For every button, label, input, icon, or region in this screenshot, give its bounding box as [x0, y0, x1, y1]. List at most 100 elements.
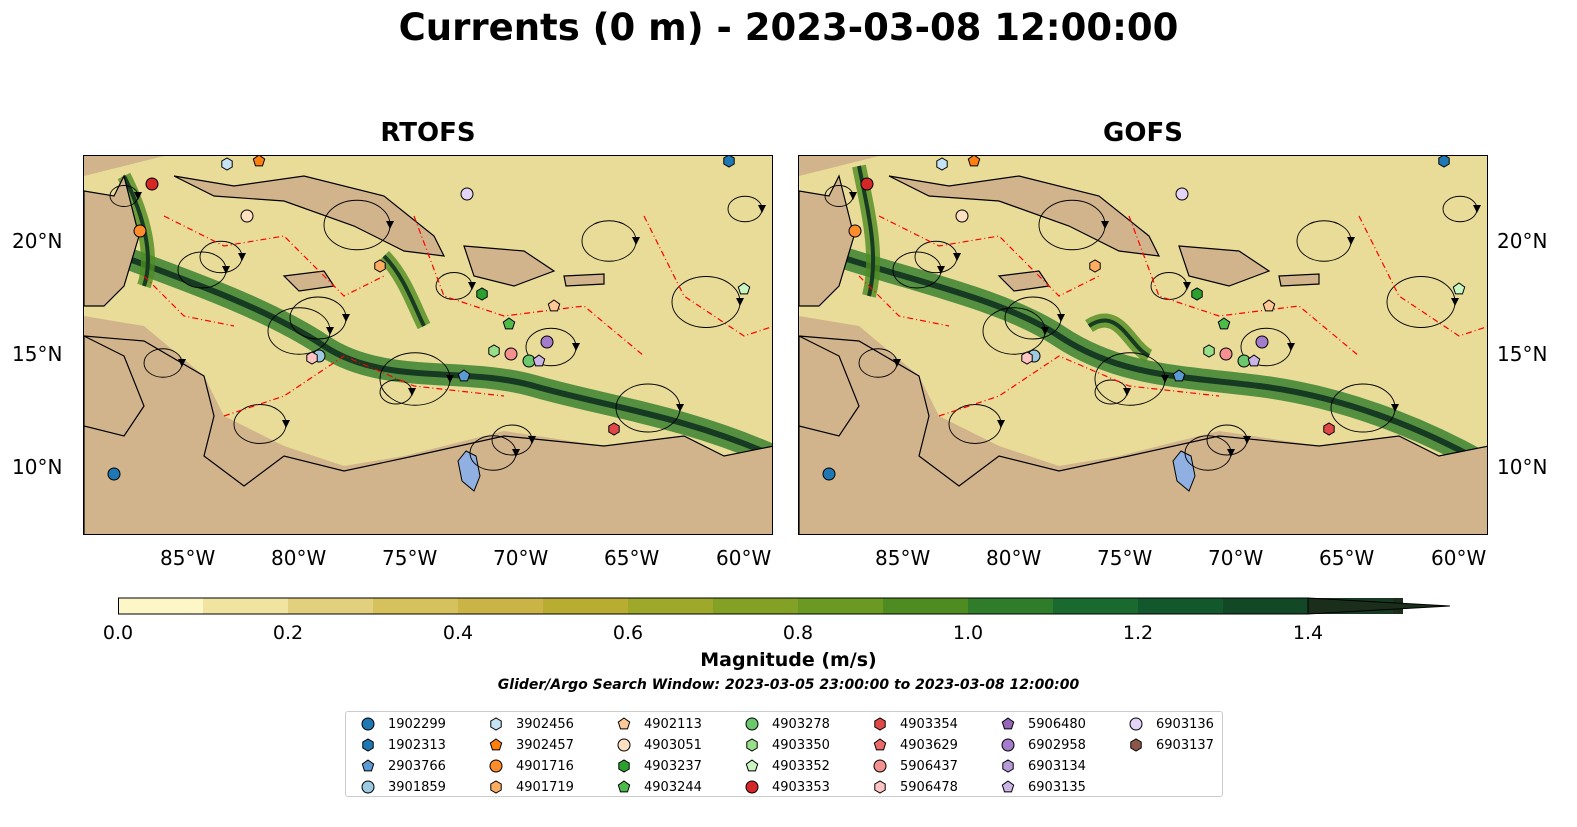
flow-arrow — [997, 420, 1005, 428]
lon-tick-label: 75°W — [382, 546, 438, 570]
float-legend: 1902299 1902313 2903766 3901859 3902456 39024… — [345, 711, 1223, 797]
cuba-land — [173, 175, 446, 257]
float-marker-4901716 — [848, 224, 862, 238]
flow-arrow — [953, 253, 961, 261]
legend-label: 4903629 — [900, 737, 958, 753]
colorbar-segment — [203, 598, 289, 614]
legend-entry: 2903766 — [360, 757, 446, 775]
float-marker-6903136 — [1175, 187, 1189, 201]
legend-marker-circle — [1001, 738, 1015, 752]
legend-entry: 4903352 — [744, 757, 830, 775]
flow-arrow — [758, 205, 766, 213]
legend-marker-pentagon — [489, 738, 503, 751]
flow-arrow — [1287, 343, 1295, 351]
float-marker-6903135 — [1247, 354, 1261, 367]
flow-arrow — [446, 375, 454, 383]
legend-label: 4903237 — [644, 758, 702, 774]
lat-tick-label-right: 10°N — [1497, 455, 1548, 479]
legend-marker-pentagon — [1001, 780, 1015, 793]
flow-arrow — [1101, 221, 1109, 229]
lat-tick-label-right: 20°N — [1497, 229, 1548, 253]
hispaniola-land — [463, 245, 556, 287]
flow-arrow — [528, 436, 536, 444]
float-marker-3902456 — [936, 157, 948, 171]
flow-arrow — [1473, 205, 1481, 213]
legend-label: 4903352 — [772, 758, 830, 774]
lat-tick-label-left: 10°N — [12, 455, 63, 479]
flow-arrow — [468, 282, 476, 290]
colorbar-segment — [713, 598, 799, 614]
float-marker-3902457 — [252, 156, 266, 167]
flow-arrow — [1183, 282, 1191, 290]
search-window-text: Glider/Argo Search Window: 2023-03-05 23… — [497, 677, 1080, 693]
float-marker-4901719 — [374, 259, 386, 273]
lon-tick-label: 80°W — [986, 546, 1042, 570]
legend-marker-hexagon — [1002, 759, 1014, 773]
eez-boundary — [1358, 215, 1487, 337]
flow-arrow — [572, 343, 580, 351]
legend-label: 5906478 — [900, 779, 958, 795]
legend-entry: 4903350 — [744, 736, 830, 754]
central-america-land — [84, 335, 145, 437]
legend-marker-circle — [745, 717, 759, 731]
central-america-land — [799, 335, 860, 437]
legend-marker-pentagon — [361, 759, 375, 772]
legend-marker-pentagon — [873, 738, 887, 751]
flow-arrow — [342, 314, 350, 322]
legend-marker-hexagon — [490, 717, 502, 731]
legend-entry: 5906478 — [872, 778, 958, 796]
legend-marker-hexagon — [746, 738, 758, 752]
colorbar-tick-label: 1.2 — [1122, 622, 1154, 644]
colorbar-segment — [1138, 598, 1224, 614]
flow-arrow — [1123, 388, 1131, 396]
panel-title-rtofs: RTOFS — [380, 118, 476, 148]
lon-tick-label: 60°W — [716, 546, 772, 570]
float-marker-4901716 — [133, 224, 147, 238]
jet-core — [92, 243, 772, 459]
flow-arrow — [632, 237, 640, 245]
legend-entry: 5906437 — [872, 757, 958, 775]
flow-arrow — [736, 298, 744, 306]
legend-entry: 4902113 — [616, 715, 702, 733]
legend-label: 5906480 — [1028, 716, 1086, 732]
float-marker-5906437 — [1219, 347, 1233, 361]
legend-marker-circle — [489, 759, 503, 773]
colorbar — [118, 597, 1450, 615]
legend-label: 4903278 — [772, 716, 830, 732]
float-marker-3902456 — [221, 157, 233, 171]
legend-marker-pentagon — [745, 759, 759, 772]
legend-entry: 3902457 — [488, 736, 574, 754]
jet-core — [1087, 318, 1151, 358]
float-marker-4903352 — [1452, 282, 1466, 295]
float-marker-6902958 — [540, 335, 554, 349]
legend-label: 6903136 — [1156, 716, 1214, 732]
float-marker-4901719 — [1089, 259, 1101, 273]
yucatan-land — [799, 174, 855, 307]
yucatan-land — [84, 174, 140, 307]
colorbar-segment — [968, 598, 1054, 614]
legend-label: 4901719 — [516, 779, 574, 795]
sea-surface — [84, 156, 772, 466]
float-marker-2903766 — [1172, 369, 1186, 382]
lon-tick-label: 65°W — [1319, 546, 1375, 570]
legend-marker-pentagon — [617, 780, 631, 793]
float-marker-1902313 — [723, 156, 735, 168]
legend-label: 4903244 — [644, 779, 702, 795]
lon-tick-label: 75°W — [1097, 546, 1153, 570]
eez-boundary — [413, 215, 645, 357]
legend-label: 5906437 — [900, 758, 958, 774]
flow-arrow — [893, 359, 901, 367]
flow-arrow — [849, 192, 857, 200]
panel-title-gofs: GOFS — [1103, 118, 1183, 148]
legend-label: 1902313 — [388, 737, 446, 753]
float-marker-1902299 — [822, 467, 836, 481]
float-marker-4903350 — [488, 344, 500, 358]
legend-entry: 4903244 — [616, 778, 702, 796]
legend-label: 6902958 — [1028, 737, 1086, 753]
current-field — [799, 156, 1487, 534]
colorbar-tick-label: 0.6 — [612, 622, 644, 644]
legend-entry: 3901859 — [360, 778, 446, 796]
flow-arrow — [1227, 449, 1235, 457]
lon-tick-label: 85°W — [875, 546, 931, 570]
colorbar-tick-label: 0.8 — [782, 622, 814, 644]
